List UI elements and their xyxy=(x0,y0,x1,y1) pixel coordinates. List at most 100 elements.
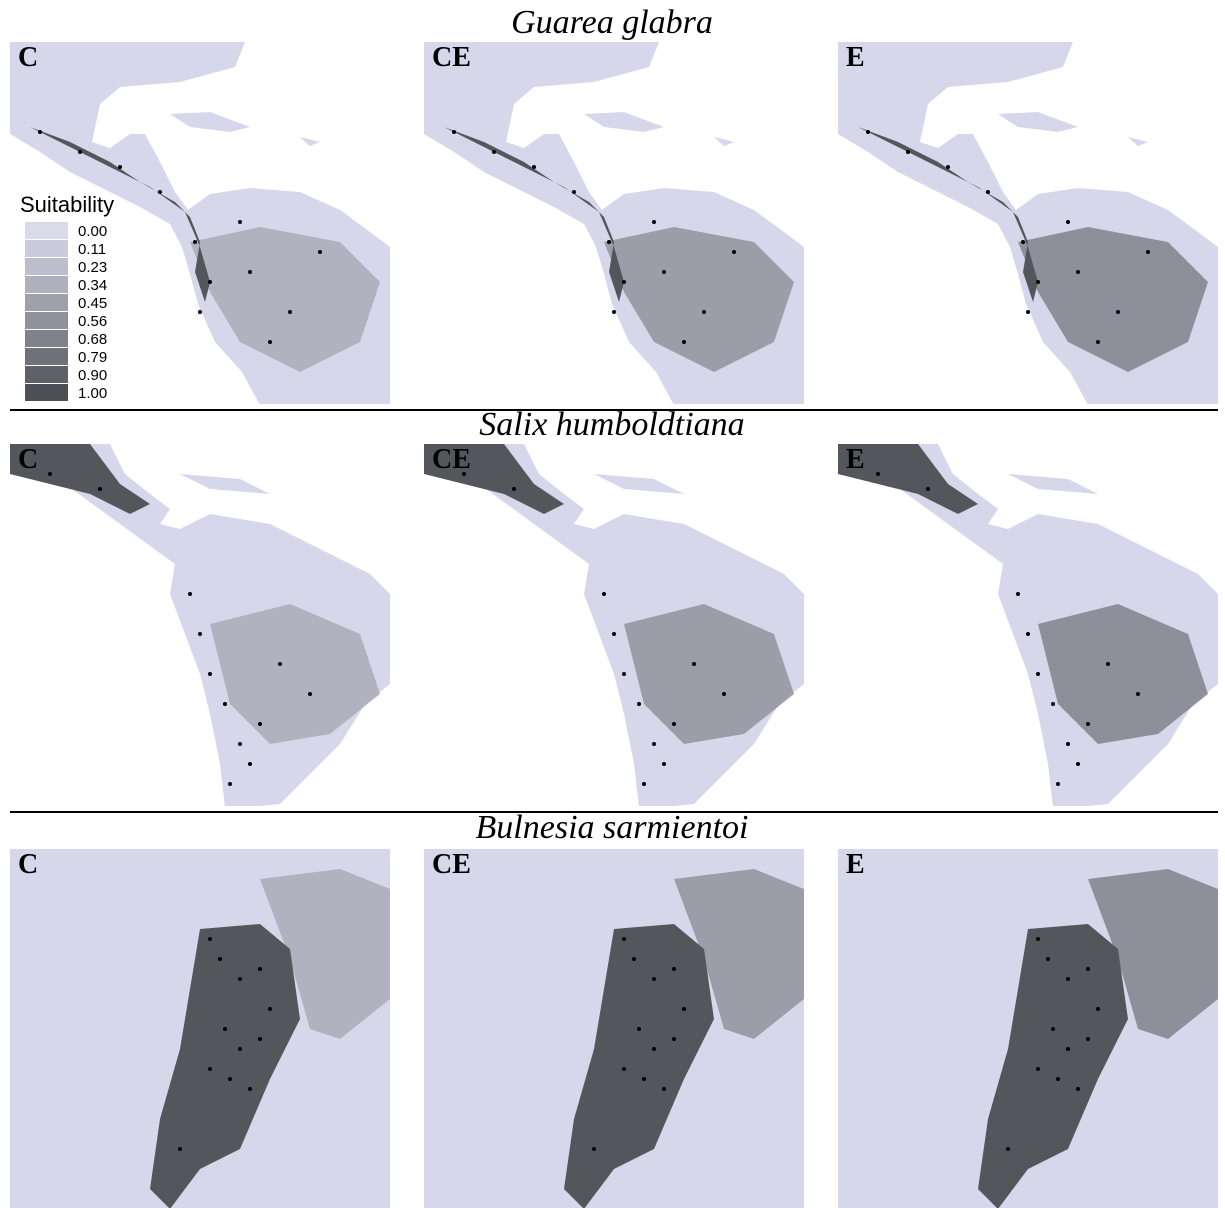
occurrence-point xyxy=(238,977,242,981)
occurrence-point xyxy=(622,280,626,284)
occurrence-point xyxy=(642,1077,646,1081)
occurrence-point xyxy=(268,1007,272,1011)
map xyxy=(838,444,1218,806)
occurrence-point xyxy=(1076,1087,1080,1091)
high-suitability-area xyxy=(978,924,1128,1208)
legend-label: 0.79 xyxy=(78,349,107,366)
legend-label: 0.56 xyxy=(78,313,107,330)
suitability-area xyxy=(674,869,804,1039)
panel-label: C xyxy=(18,849,38,880)
occurrence-point xyxy=(278,662,282,666)
map xyxy=(10,42,390,404)
occurrence-point xyxy=(637,702,641,706)
suitability-area xyxy=(1018,227,1208,372)
legend-swatch xyxy=(25,294,68,311)
occurrence-point xyxy=(652,742,656,746)
legend-swatch xyxy=(25,276,68,293)
legend-swatch xyxy=(25,330,68,347)
occurrence-point xyxy=(98,487,102,491)
occurrence-point xyxy=(572,190,576,194)
occurrence-point xyxy=(1036,280,1040,284)
occurrence-point xyxy=(208,937,212,941)
occurrence-point xyxy=(118,165,122,169)
legend-swatch xyxy=(25,384,68,401)
occurrence-point xyxy=(672,1037,676,1041)
occurrence-point xyxy=(318,250,322,254)
occurrence-point xyxy=(258,722,262,726)
occurrence-point xyxy=(682,340,686,344)
legend-label: 0.34 xyxy=(78,277,107,294)
panel-label: E xyxy=(846,849,865,880)
occurrence-point xyxy=(258,967,262,971)
legend-label: 0.23 xyxy=(78,259,107,276)
occurrence-point xyxy=(1051,702,1055,706)
occurrence-point xyxy=(607,240,611,244)
occurrence-point xyxy=(662,1087,666,1091)
occurrence-point xyxy=(702,310,706,314)
legend-swatch xyxy=(25,258,68,275)
occurrence-point xyxy=(268,340,272,344)
map xyxy=(10,444,390,806)
legend-label: 0.68 xyxy=(78,331,107,348)
map xyxy=(838,849,1218,1208)
occurrence-point xyxy=(198,310,202,314)
high-suitability-area xyxy=(10,444,150,514)
suitability-area xyxy=(190,227,380,372)
occurrence-point xyxy=(248,270,252,274)
occurrence-point xyxy=(1136,692,1140,696)
occurrence-point xyxy=(1076,270,1080,274)
occurrence-point xyxy=(218,957,222,961)
suitability-area xyxy=(604,227,794,372)
occurrence-point xyxy=(238,220,242,224)
occurrence-point xyxy=(722,692,726,696)
panel-label: CE xyxy=(432,444,471,475)
occurrence-point xyxy=(1051,1027,1055,1031)
legend-label: 0.00 xyxy=(78,223,107,240)
occurrence-point xyxy=(692,662,696,666)
map-panel: E xyxy=(838,849,1218,1208)
map-panel: CE xyxy=(424,444,804,806)
occurrence-point xyxy=(1086,967,1090,971)
land xyxy=(584,112,664,132)
occurrence-point xyxy=(208,280,212,284)
occurrence-point xyxy=(1076,762,1080,766)
occurrence-point xyxy=(926,487,930,491)
occurrence-point xyxy=(308,692,312,696)
occurrence-point xyxy=(248,762,252,766)
occurrence-point xyxy=(462,472,466,476)
occurrence-point xyxy=(1096,1007,1100,1011)
land xyxy=(300,137,320,146)
land xyxy=(1008,474,1098,494)
suitability-area xyxy=(210,604,380,744)
occurrence-point xyxy=(652,220,656,224)
occurrence-point xyxy=(1036,937,1040,941)
legend-label: 1.00 xyxy=(78,385,107,402)
occurrence-point xyxy=(592,1147,596,1151)
occurrence-point xyxy=(1016,592,1020,596)
occurrence-point xyxy=(1086,722,1090,726)
occurrence-point xyxy=(1056,1077,1060,1081)
occurrence-point xyxy=(248,1087,252,1091)
occurrence-point xyxy=(1006,1147,1010,1151)
occurrence-point xyxy=(1096,340,1100,344)
occurrence-point xyxy=(642,782,646,786)
occurrence-point xyxy=(512,487,516,491)
occurrence-point xyxy=(662,270,666,274)
legend-swatch xyxy=(25,222,68,239)
occurrence-point xyxy=(208,672,212,676)
map xyxy=(424,42,804,404)
occurrence-point xyxy=(188,592,192,596)
occurrence-point xyxy=(1066,1047,1070,1051)
panel-label: C xyxy=(18,42,38,73)
legend-title: Suitability xyxy=(20,192,114,217)
occurrence-point xyxy=(223,702,227,706)
high-suitability-area xyxy=(150,924,300,1208)
occurrence-point xyxy=(1026,632,1030,636)
occurrence-point xyxy=(238,1047,242,1051)
occurrence-point xyxy=(876,472,880,476)
occurrence-point xyxy=(48,472,52,476)
map xyxy=(838,42,1218,404)
occurrence-point xyxy=(1106,662,1110,666)
occurrence-point xyxy=(1066,220,1070,224)
